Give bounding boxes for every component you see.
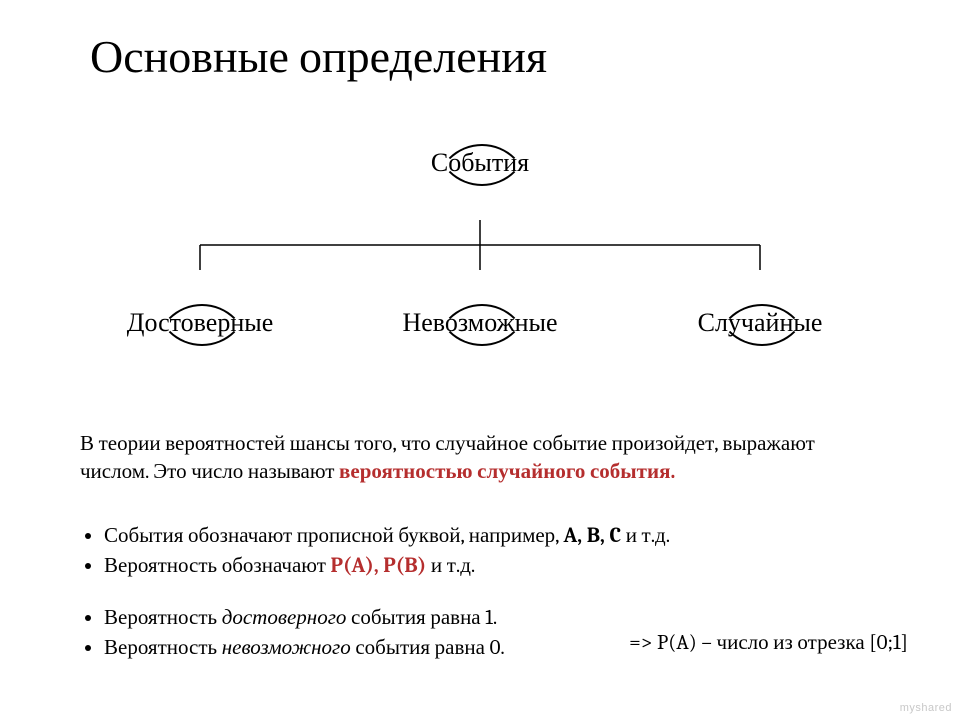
text: и т.д. — [621, 524, 670, 548]
slide: Основные определения События Достоверные… — [0, 0, 960, 720]
italic-text: достоверного — [222, 606, 347, 630]
tree-child-node: Случайные — [640, 270, 880, 380]
text: и т.д. — [426, 554, 475, 578]
highlight-text: вероятностью случайного события. — [339, 460, 675, 484]
node-arc-bottom — [435, 304, 529, 398]
node-arc-bottom — [155, 304, 249, 398]
conclusion-text: => P(A) – число из отрезка [0;1] — [629, 630, 908, 655]
bullet-group-a: События обозначают прописной буквой, нап… — [80, 522, 880, 583]
intro-paragraph: В теории вероятностей шансы того, что сл… — [80, 430, 880, 487]
watermark: myshared — [900, 702, 952, 714]
tree-child-node: Невозможные — [360, 270, 600, 380]
highlight-text: P(A), P(B) — [331, 554, 427, 578]
text: События обозначают прописной буквой, нап… — [104, 524, 563, 548]
list-item: Вероятность обозначают P(A), P(B) и т.д. — [104, 552, 880, 580]
text: Вероятность обозначают — [104, 554, 331, 578]
list-item: События обозначают прописной буквой, нап… — [104, 522, 880, 550]
tree-child-node: Достоверные — [80, 270, 320, 380]
node-arc-bottom — [715, 304, 809, 398]
italic-text: невозможного — [222, 636, 351, 660]
bold-text: A, B, C — [563, 524, 621, 548]
text: Вероятность — [104, 606, 222, 630]
page-title: Основные определения — [90, 30, 547, 84]
text: события равна 0. — [351, 636, 505, 660]
tree-root-node: События — [360, 110, 600, 220]
list-item: Вероятность достоверного события равна 1… — [104, 604, 880, 632]
org-tree-diagram: События Достоверные Невозможные Случайны… — [0, 100, 960, 400]
node-arc-bottom — [435, 144, 529, 238]
text: Вероятность — [104, 636, 222, 660]
text: события равна 1. — [346, 606, 497, 630]
